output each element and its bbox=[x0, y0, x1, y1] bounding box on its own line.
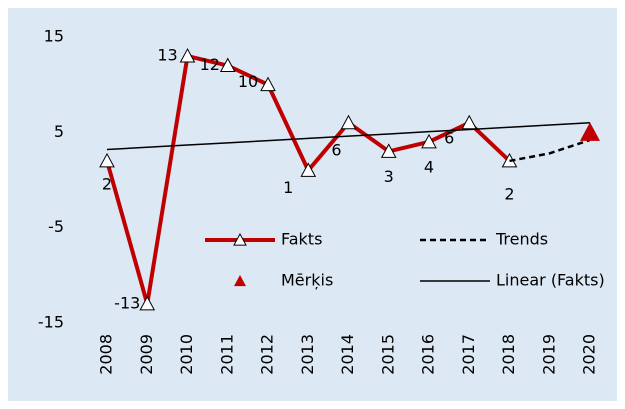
legend-swatch bbox=[234, 275, 246, 287]
data-label: 6 bbox=[444, 128, 454, 147]
data-label: 6 bbox=[331, 140, 341, 159]
x-tick-label: 2019 bbox=[539, 334, 558, 375]
legend-label: Mērķis bbox=[281, 271, 333, 290]
x-tick-label: 2015 bbox=[378, 334, 397, 375]
data-point bbox=[179, 48, 196, 63]
series-line bbox=[106, 122, 591, 151]
x-tick-label: 2008 bbox=[97, 334, 116, 375]
data-point bbox=[139, 295, 156, 311]
y-tick-label: -15 bbox=[38, 313, 64, 332]
data-label: 12 bbox=[200, 55, 220, 74]
legend-swatch bbox=[233, 232, 247, 246]
x-tick-label: 2017 bbox=[459, 334, 478, 375]
series-line bbox=[509, 138, 591, 163]
data-point bbox=[260, 76, 276, 92]
legend-label: Linear (Fakts) bbox=[496, 271, 605, 290]
data-point bbox=[380, 143, 397, 158]
data-point bbox=[99, 152, 115, 168]
x-tick-label: 2011 bbox=[217, 334, 236, 375]
x-tick-label: 2014 bbox=[338, 334, 357, 375]
data-label: 4 bbox=[424, 157, 434, 176]
y-tick-label: -5 bbox=[48, 217, 64, 236]
target-marker bbox=[580, 122, 600, 141]
legend-label: Fakts bbox=[281, 230, 322, 249]
y-tick-label: 5 bbox=[54, 122, 64, 141]
data-label: -13 bbox=[114, 293, 140, 312]
legend-label: Trends bbox=[495, 230, 548, 249]
y-tick-label: 15 bbox=[44, 27, 64, 46]
data-point bbox=[340, 114, 357, 130]
data-label: 2 bbox=[102, 174, 112, 193]
data-label: 10 bbox=[238, 72, 258, 91]
data-point bbox=[300, 162, 317, 177]
x-tick-label: 2018 bbox=[499, 334, 518, 375]
x-tick-label: 2010 bbox=[177, 334, 196, 375]
data-label: 13 bbox=[157, 46, 177, 65]
x-tick-label: 2009 bbox=[137, 334, 156, 375]
x-tick-label: 2016 bbox=[419, 334, 438, 375]
data-label: 2 bbox=[504, 184, 514, 203]
plot-area bbox=[8, 8, 617, 401]
x-tick-label: 2013 bbox=[298, 334, 317, 375]
x-tick-label: 2020 bbox=[580, 334, 599, 375]
data-point bbox=[219, 57, 236, 73]
x-tick-label: 2012 bbox=[258, 334, 277, 375]
data-label: 3 bbox=[384, 167, 394, 186]
data-point bbox=[421, 133, 437, 149]
data-label: 1 bbox=[283, 178, 293, 197]
